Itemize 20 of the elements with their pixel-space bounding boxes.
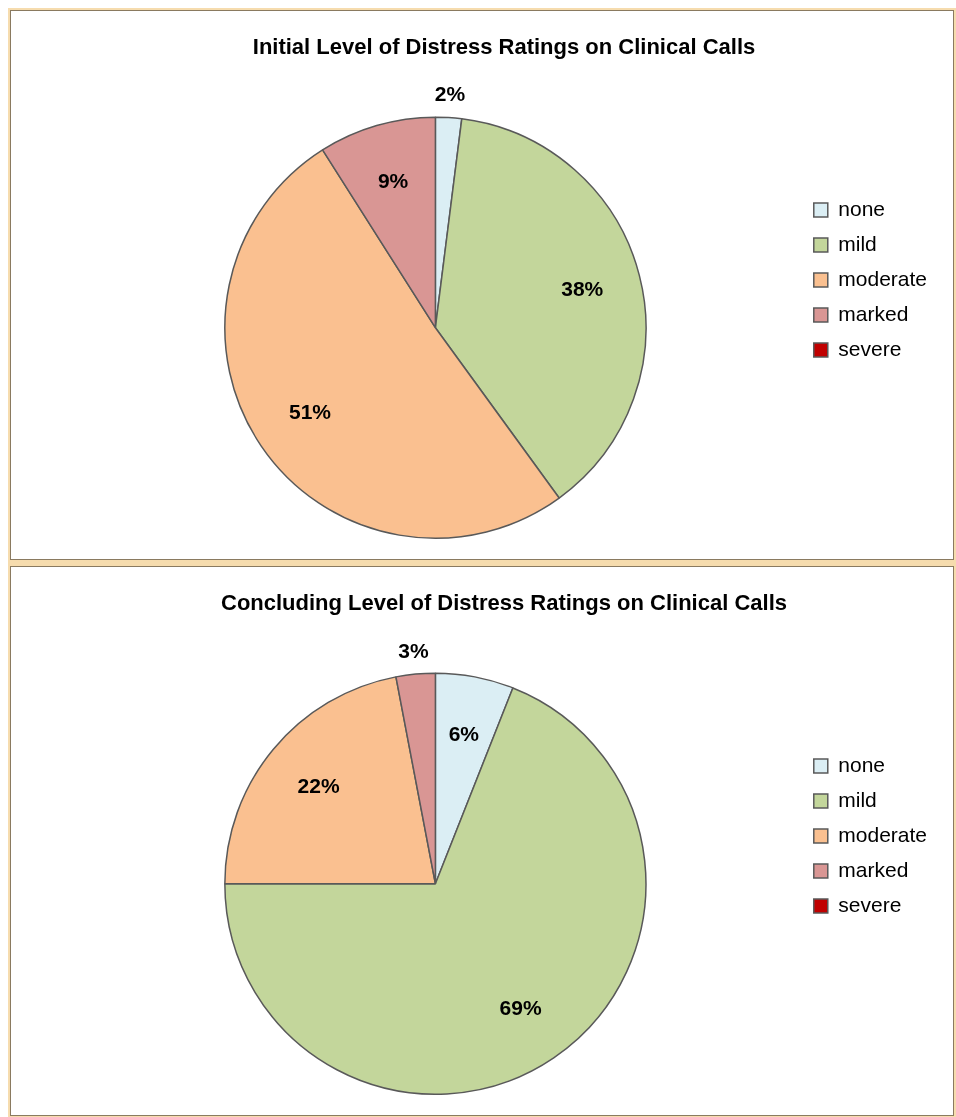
- data-label: 22%: [297, 773, 340, 797]
- data-label: 38%: [561, 276, 604, 300]
- legend-label: none: [838, 752, 885, 776]
- legend-label: moderate: [838, 822, 927, 846]
- legend-label: moderate: [838, 266, 927, 290]
- chart-title: Initial Level of Distress Ratings on Clinical Calls: [252, 34, 756, 60]
- data-label: 9%: [377, 168, 409, 192]
- legend-label: severe: [838, 892, 902, 916]
- legend-label: mild: [838, 231, 877, 255]
- data-label: 69%: [499, 995, 542, 1019]
- legend-label: none: [838, 196, 885, 220]
- chart-title: Concluding Level of Distress Ratings on Clinical Calls: [221, 590, 787, 616]
- legend-label: severe: [838, 336, 902, 360]
- data-label: 6%: [448, 721, 480, 745]
- legend-label: mild: [838, 787, 877, 811]
- data-label: 51%: [288, 399, 332, 423]
- data-label: 3%: [398, 638, 430, 662]
- data-label: 2%: [434, 82, 466, 106]
- legend-label: marked: [838, 857, 909, 881]
- legend-label: marked: [838, 301, 909, 325]
